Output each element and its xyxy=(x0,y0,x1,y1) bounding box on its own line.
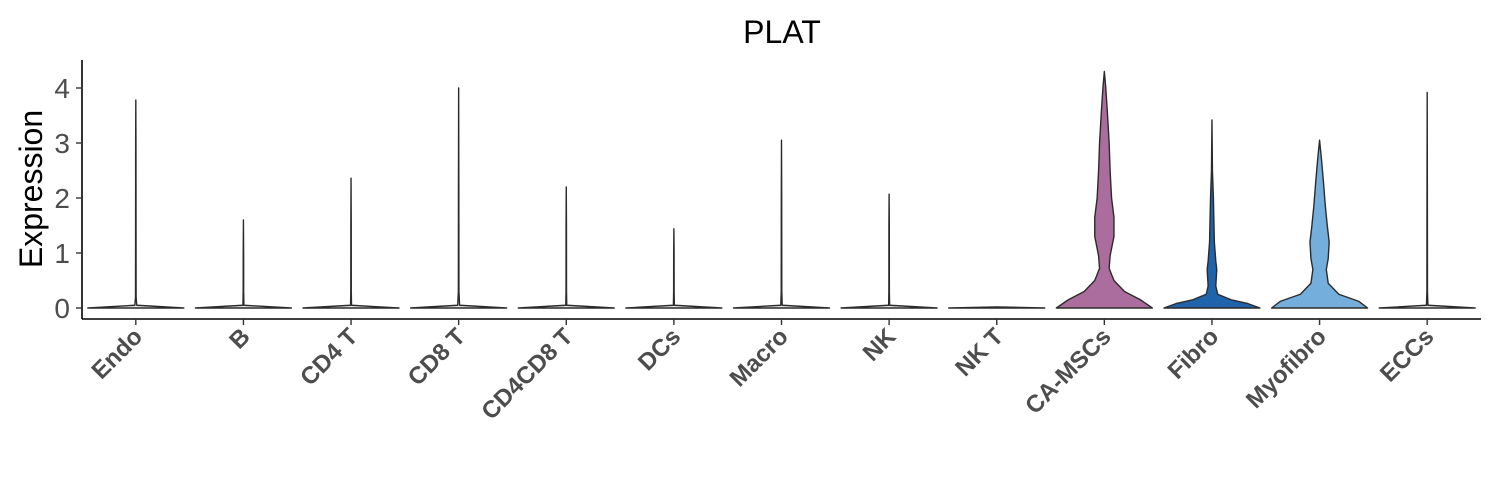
violin-myofibro xyxy=(1270,139,1369,309)
x-tick-label: CD8 T xyxy=(403,323,471,391)
x-tick-label: DCs xyxy=(633,323,686,376)
y-ticks: 0 1 2 3 4 xyxy=(54,73,82,324)
x-tick-label: Fibro xyxy=(1163,323,1225,385)
violin-nk xyxy=(840,193,938,309)
plot-area xyxy=(87,70,1476,309)
violin-dcs xyxy=(625,228,723,309)
x-tick-label: CD4CD8 T xyxy=(476,323,578,425)
y-tick-label: 0 xyxy=(54,293,70,324)
x-ticks: Endo B CD4 T CD8 T CD4CD8 T DCs Macro NK NK T CA-… xyxy=(87,319,1439,425)
violin-cd8-t xyxy=(409,87,508,309)
violin-eccs xyxy=(1378,91,1476,309)
x-tick-label: ECCs xyxy=(1375,323,1439,387)
violin-ca-mscs xyxy=(1055,70,1154,309)
violin-b xyxy=(194,219,293,309)
x-tick-label: NK T xyxy=(950,323,1009,382)
violin-cd4cd8-t xyxy=(517,186,615,309)
x-tick-label: B xyxy=(224,323,255,354)
chart-title: PLAT xyxy=(743,14,821,50)
x-tick-label: NK xyxy=(858,323,902,367)
violin-nk-t xyxy=(948,306,1046,309)
violin-endo xyxy=(87,99,185,309)
x-tick-label: Macro xyxy=(725,323,794,392)
x-tick-label: CA-MSCs xyxy=(1020,323,1116,419)
y-tick-label: 1 xyxy=(54,238,70,269)
x-tick-label: Myofibro xyxy=(1241,323,1332,414)
x-tick-label: Endo xyxy=(87,323,149,385)
x-tick-label: CD4 T xyxy=(295,323,363,391)
violin-fibro xyxy=(1163,119,1261,309)
y-tick-label: 2 xyxy=(54,183,70,214)
violin-macro xyxy=(732,139,831,309)
y-axis-label: Expression xyxy=(13,110,49,268)
y-tick-label: 4 xyxy=(54,73,70,104)
y-tick-label: 3 xyxy=(54,128,70,159)
violin-cd4-t xyxy=(302,177,400,309)
